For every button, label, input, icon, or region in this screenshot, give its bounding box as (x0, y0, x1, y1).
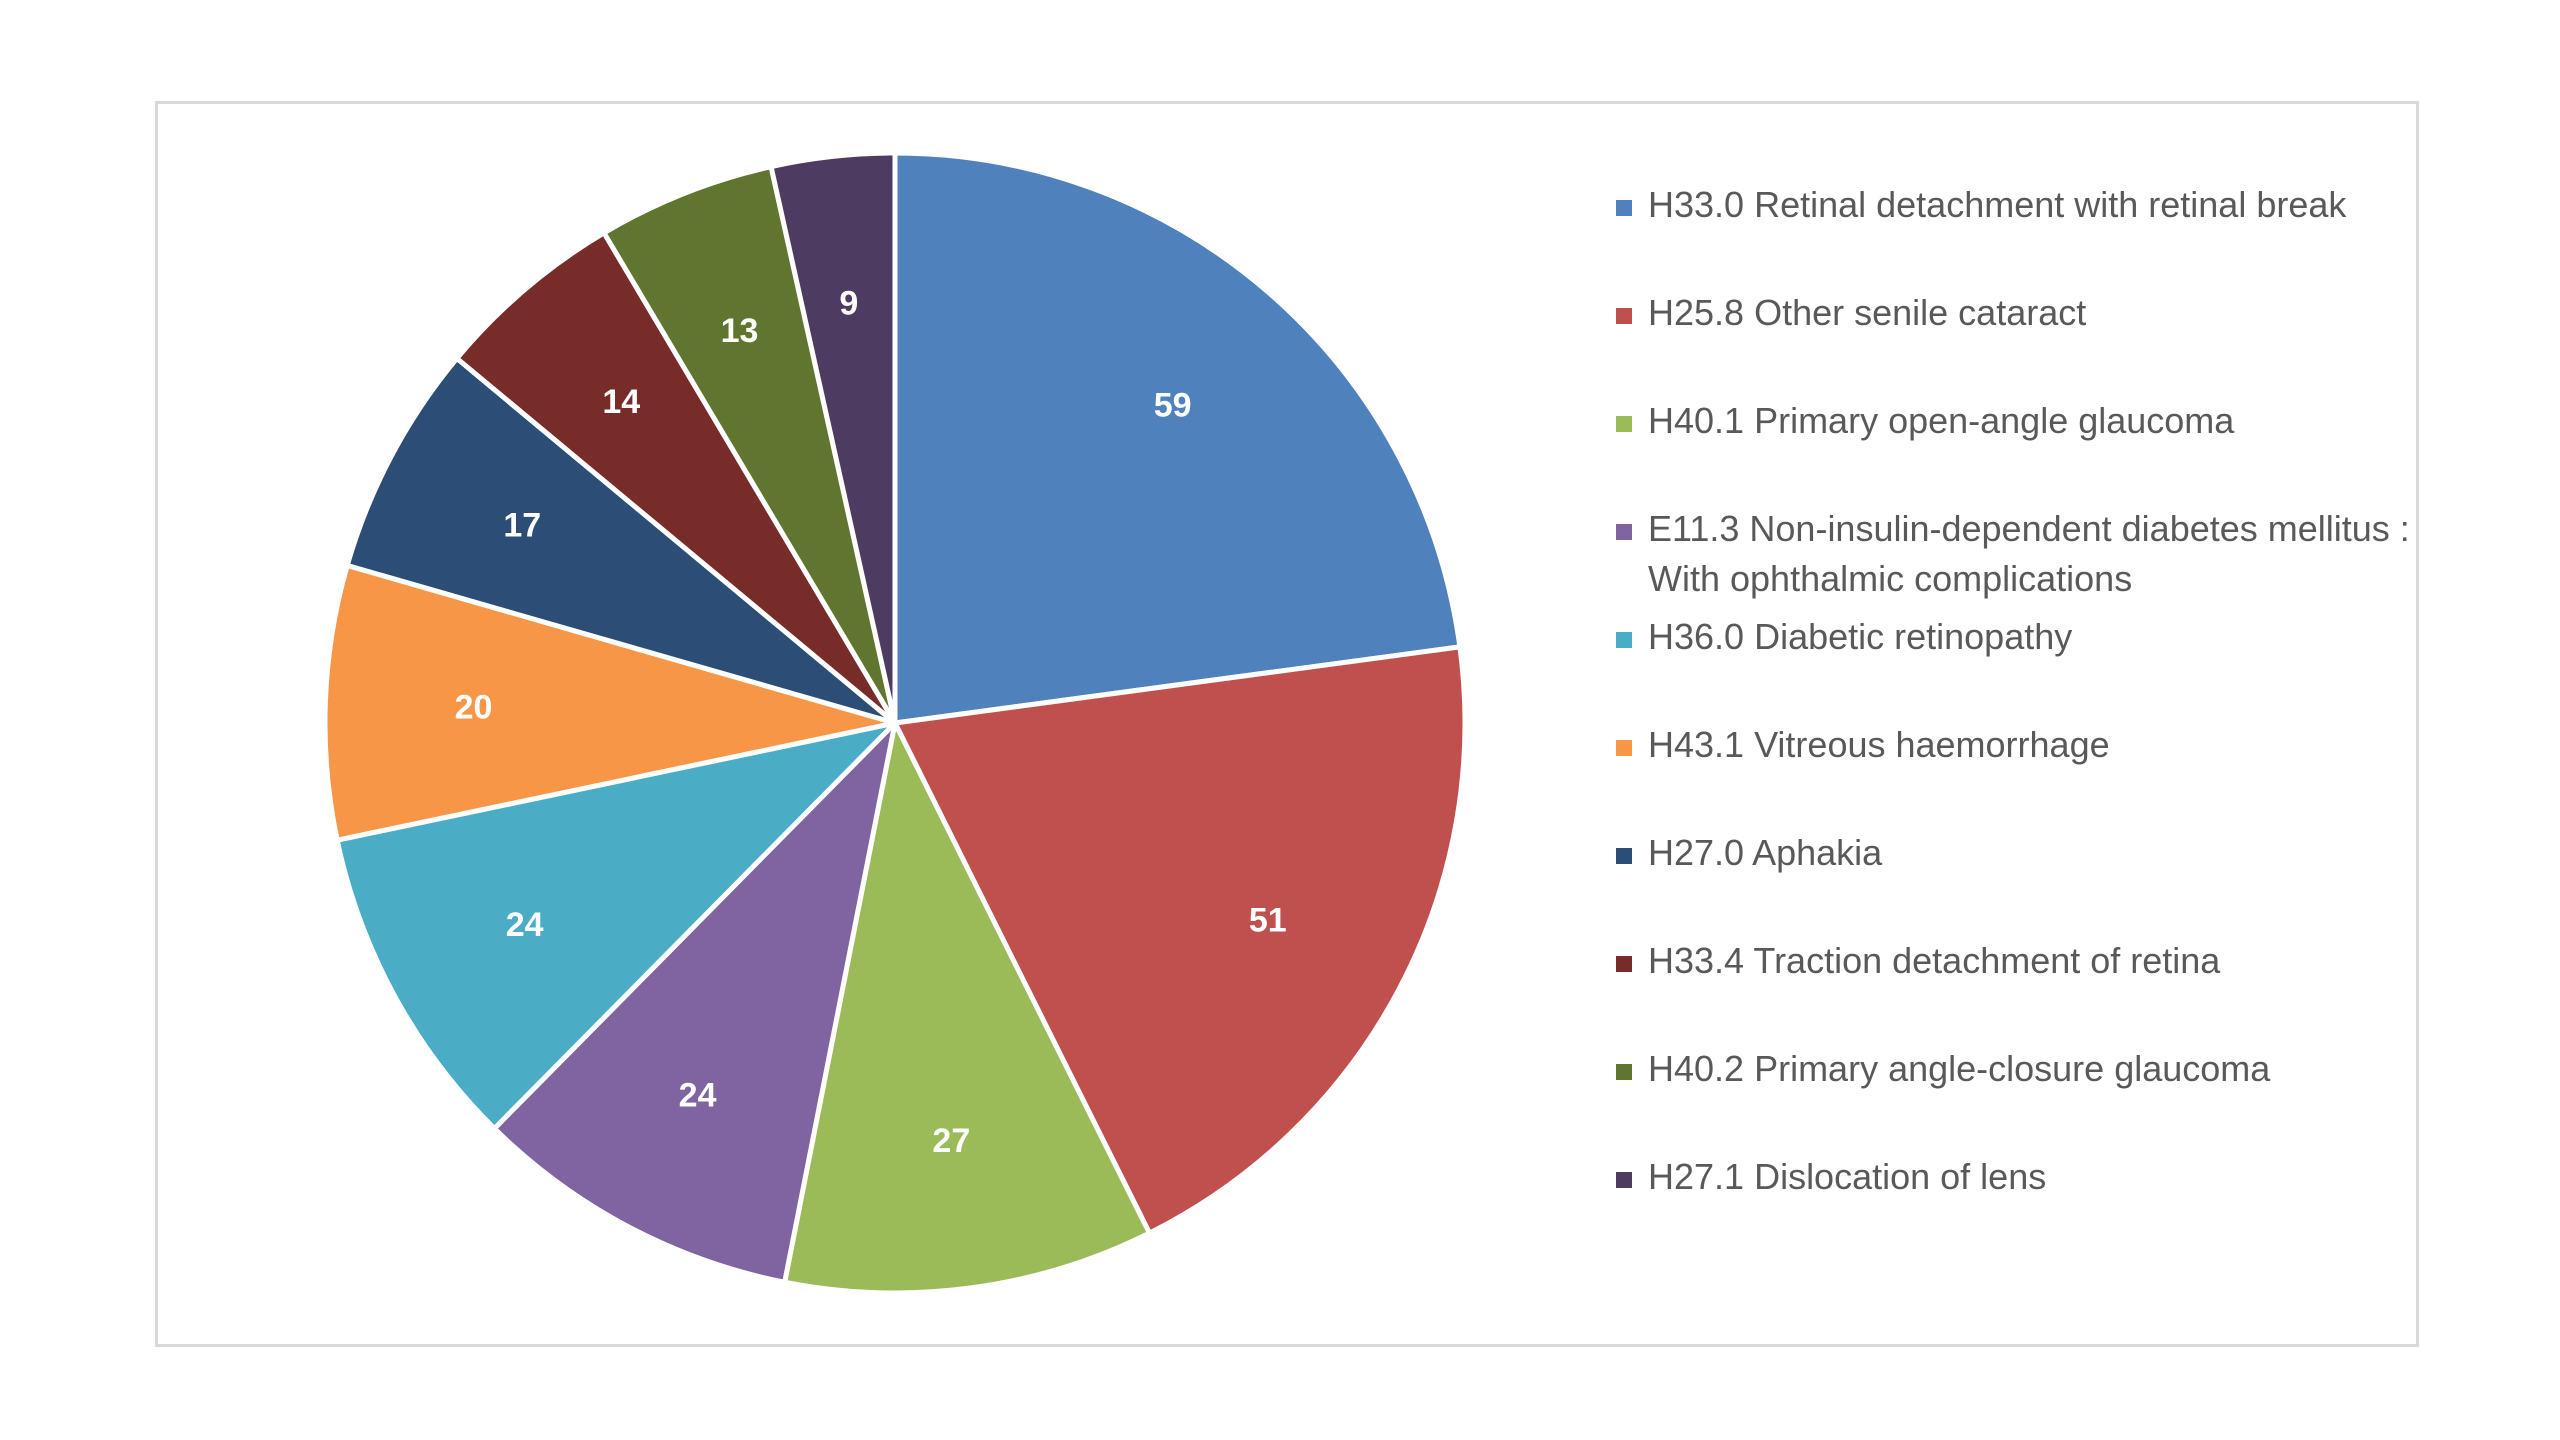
slice-value-label: 27 (932, 1122, 970, 1160)
pie-slice (782, 720, 1152, 1296)
legend-label: H36.0 Diabetic retinopathy (1648, 616, 2073, 657)
legend-swatch (1616, 1064, 1632, 1080)
slice-value-label: 59 (1154, 386, 1192, 424)
legend-label: H40.1 Primary open-angle glaucoma (1648, 400, 2235, 441)
legend-label: H33.0 Retinal detachment with retinal br… (1648, 184, 2347, 225)
legend-label: E11.3 Non-insulin-dependent diabetes mel… (1648, 508, 2410, 599)
pie-slice (491, 720, 898, 1285)
slice-value-label: 51 (1249, 901, 1287, 939)
legend-swatch (1616, 200, 1632, 216)
slice-value-label: 24 (506, 906, 544, 944)
legend-label: H25.8 Other senile cataract (1648, 292, 2087, 333)
slice-value-label: 17 (503, 507, 541, 545)
legend-label: H33.4 Traction detachment of retina (1648, 940, 2221, 981)
pie-slice (768, 150, 898, 726)
pie-slice (454, 230, 898, 726)
pie-slice (322, 562, 898, 843)
pie-slices (322, 150, 1468, 1296)
slice-value-label: 24 (679, 1077, 717, 1115)
legend-swatch (1616, 1172, 1632, 1188)
legend-swatch (1616, 416, 1632, 432)
legend-swatch (1616, 524, 1632, 540)
pie-slice (892, 150, 1463, 726)
slice-value-label: 13 (721, 312, 759, 350)
legend-label: H27.1 Dislocation of lens (1648, 1156, 2047, 1197)
pie-slice (344, 355, 898, 726)
legend-swatch (1616, 308, 1632, 324)
pie-slice (601, 164, 898, 726)
legend-swatch (1616, 740, 1632, 756)
legend-label: H40.2 Primary angle-closure glaucoma (1648, 1048, 2271, 1089)
legend-swatch (1616, 632, 1632, 648)
slice-value-label: 9 (839, 285, 858, 323)
slice-value-label: 14 (602, 383, 640, 421)
legend-swatch (1616, 848, 1632, 864)
pie-data-labels: 59 51 27 24 24 20 17 14 13 9 (455, 285, 1287, 1160)
legend-label: H43.1 Vitreous haemorrhage (1648, 724, 2110, 765)
pie-slice (892, 644, 1468, 1236)
legend-swatch (1616, 956, 1632, 972)
pie-slice (334, 720, 898, 1131)
slice-value-label: 20 (455, 689, 493, 727)
legend-label: H27.0 Aphakia (1648, 832, 1883, 873)
